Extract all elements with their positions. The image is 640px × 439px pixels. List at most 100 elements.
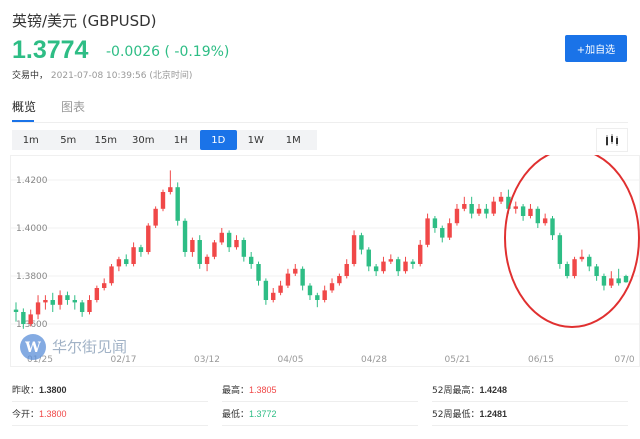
candle (263, 278, 269, 305)
candle (124, 254, 129, 267)
candle (395, 256, 401, 276)
candle-body (116, 259, 122, 267)
candle (234, 235, 239, 250)
interval-30m[interactable]: 30m (132, 134, 155, 146)
candle (498, 192, 504, 204)
candle-body (190, 240, 195, 252)
candle (293, 264, 298, 276)
candle-body (425, 218, 430, 245)
interval-selector: 1m 5m 15m 30m 1H 1D 1W 1M (12, 130, 317, 150)
candle (447, 218, 452, 240)
x-tick-label: 06/15 (528, 355, 554, 365)
interval-1mo[interactable]: 1M (285, 134, 301, 146)
stat-value: 1.3805 (249, 384, 277, 395)
candle-body (550, 218, 555, 236)
candle (616, 268, 621, 286)
stat-value: 1.3772 (249, 408, 277, 419)
candle (65, 291, 70, 305)
candle (462, 196, 467, 212)
stat-label: 最低： (222, 410, 250, 420)
candle (43, 295, 48, 310)
candle-body (528, 208, 533, 216)
status-label: 交易中， (12, 71, 49, 81)
candle-body (87, 300, 92, 312)
stat-item: 最高： 1.3805 (222, 378, 418, 402)
tab-overview[interactable]: 概览 (12, 100, 37, 114)
candle (87, 295, 92, 315)
candle-body (248, 256, 254, 264)
candle (513, 201, 518, 214)
candlestick-icon[interactable] (596, 128, 628, 152)
candle (425, 213, 430, 248)
divider (12, 122, 628, 123)
candle-body (234, 240, 239, 248)
candle (197, 235, 202, 269)
candle (418, 240, 423, 267)
interval-1m[interactable]: 1m (22, 134, 39, 146)
candle (403, 256, 408, 274)
interval-1h[interactable]: 1H (173, 134, 188, 146)
candle (550, 216, 555, 240)
interval-1d[interactable]: 1D (199, 130, 237, 150)
candlestick-chart[interactable]: 1.4200 1.4000 1.3800 1.3600 01/25 02/17 03/12… (10, 155, 640, 367)
candle (491, 196, 496, 216)
candle (278, 280, 283, 296)
candle (146, 223, 151, 255)
candle-body (462, 204, 467, 209)
candle-body (212, 242, 217, 257)
candle-body (520, 206, 526, 216)
candle (329, 278, 335, 293)
candle (440, 225, 445, 243)
candle (57, 290, 63, 310)
candle-body (535, 208, 541, 224)
candle-body (219, 232, 224, 243)
candle-body (601, 276, 607, 286)
candle-body (293, 268, 298, 274)
tab-chart[interactable]: 图表 (61, 100, 86, 114)
add-to-watchlist-button[interactable]: +加自选 (565, 35, 627, 62)
candle-body (256, 264, 261, 281)
candle-body (278, 285, 283, 293)
candle-body (623, 276, 629, 283)
interval-5m[interactable]: 5m (60, 134, 77, 146)
candle-body (79, 302, 85, 312)
current-price: 1.3774 (12, 36, 89, 64)
watermark-logo: W 华尔街见闻 (20, 334, 127, 360)
candle (13, 302, 19, 322)
stat-item: 昨收： 1.3800 (12, 378, 208, 402)
candle (226, 230, 232, 252)
candle (21, 308, 26, 329)
candle-body (418, 244, 423, 264)
candle (300, 266, 305, 291)
candle (520, 204, 526, 221)
timestamp: 2021-07-08 10:39:56 (北京时间) (50, 71, 193, 81)
candle (79, 300, 85, 317)
candle (557, 232, 563, 269)
candle (484, 204, 489, 219)
candle (469, 196, 474, 219)
candle-body (28, 314, 33, 324)
stats-grid: 昨收： 1.3800 最高： 1.3805 52周最高： 1.4248 今开： 1.3800 最… (12, 378, 628, 426)
candle-body (307, 285, 313, 296)
candle (153, 206, 158, 228)
candle-body (50, 300, 55, 305)
candle (175, 182, 180, 226)
watermark-text: 华尔街见闻 (52, 338, 127, 356)
candle (138, 244, 144, 257)
interval-15m[interactable]: 15m (94, 134, 117, 146)
candle-body (373, 266, 379, 272)
candle-body (381, 261, 386, 272)
candle (351, 230, 357, 267)
candle-body (557, 235, 563, 264)
candle (337, 273, 342, 286)
y-tick-label: 1.4000 (16, 224, 48, 234)
interval-1w[interactable]: 1W (247, 134, 264, 146)
candle (101, 278, 107, 291)
candle-body (344, 264, 349, 276)
stat-label: 52周最低： (432, 410, 480, 420)
candle (594, 264, 599, 281)
candle (344, 259, 349, 279)
candle-body (410, 261, 416, 264)
x-tick-label: 07/0 (614, 355, 634, 365)
candle-body (616, 278, 621, 284)
